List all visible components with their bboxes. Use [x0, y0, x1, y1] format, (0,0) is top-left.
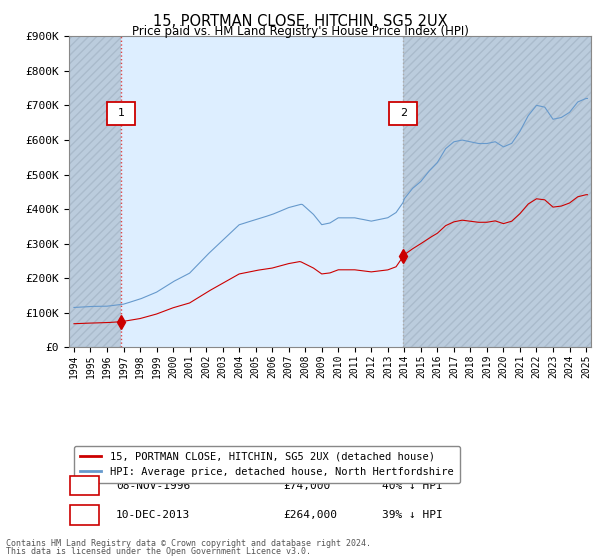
Bar — [403, 36, 591, 347]
Text: 1: 1 — [118, 109, 125, 119]
Text: Price paid vs. HM Land Registry's House Price Index (HPI): Price paid vs. HM Land Registry's House … — [131, 25, 469, 38]
Text: 2: 2 — [400, 109, 407, 119]
FancyBboxPatch shape — [389, 102, 418, 125]
Text: 08-NOV-1996: 08-NOV-1996 — [116, 480, 190, 491]
Text: £264,000: £264,000 — [283, 510, 337, 520]
Text: 39% ↓ HPI: 39% ↓ HPI — [382, 510, 443, 520]
Text: Contains HM Land Registry data © Crown copyright and database right 2024.: Contains HM Land Registry data © Crown c… — [6, 539, 371, 548]
Text: £74,000: £74,000 — [283, 480, 330, 491]
Bar — [69, 36, 121, 347]
Text: 15, PORTMAN CLOSE, HITCHIN, SG5 2UX: 15, PORTMAN CLOSE, HITCHIN, SG5 2UX — [152, 14, 448, 29]
Legend: 15, PORTMAN CLOSE, HITCHIN, SG5 2UX (detached house), HPI: Average price, detach: 15, PORTMAN CLOSE, HITCHIN, SG5 2UX (det… — [74, 446, 460, 483]
Text: 1: 1 — [81, 480, 88, 491]
Text: 2: 2 — [81, 510, 88, 520]
FancyBboxPatch shape — [70, 505, 99, 525]
Bar — [121, 36, 403, 347]
FancyBboxPatch shape — [107, 102, 135, 125]
Text: 40% ↓ HPI: 40% ↓ HPI — [382, 480, 443, 491]
FancyBboxPatch shape — [70, 476, 99, 495]
Text: 10-DEC-2013: 10-DEC-2013 — [116, 510, 190, 520]
Text: This data is licensed under the Open Government Licence v3.0.: This data is licensed under the Open Gov… — [6, 547, 311, 556]
